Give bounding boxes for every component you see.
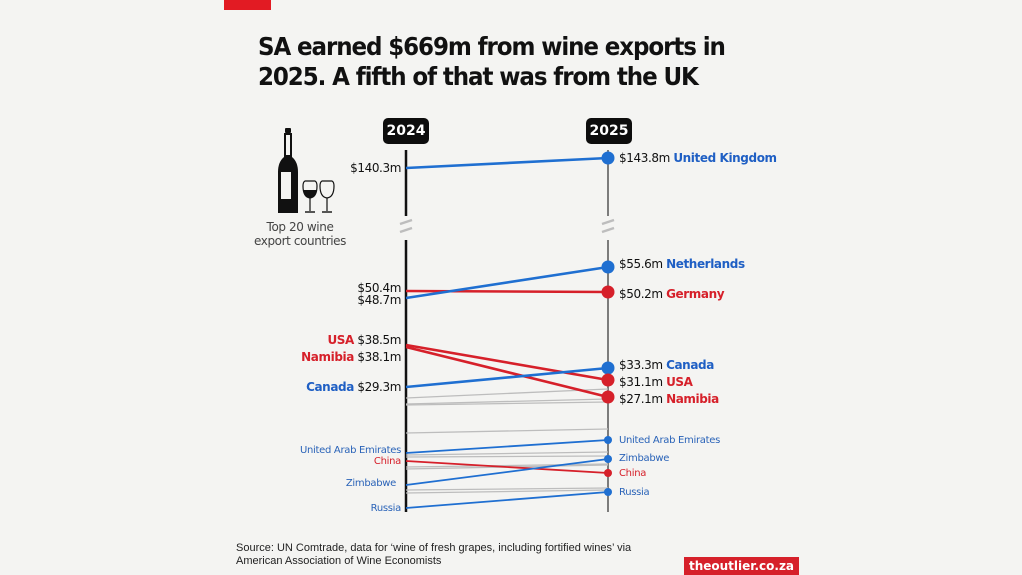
- canada-name: Canada: [306, 380, 354, 394]
- label-uk-2024: $140.3m: [350, 161, 401, 175]
- source-note: Source: UN Comtrade, data for ‘wine of f…: [236, 542, 631, 568]
- line-canada: [405, 366, 609, 389]
- year-label-2025: 2025: [586, 118, 632, 144]
- label-usa-2024: USA $38.5m: [327, 333, 401, 347]
- uk-value-2025: $143.8m: [619, 151, 670, 165]
- label-uae-2024: United Arab Emirates: [299, 445, 401, 456]
- canada-value-2024: $29.3m: [357, 380, 401, 394]
- namibia-name: Namibia: [301, 350, 354, 364]
- canada-value-2025: $33.3m: [619, 358, 663, 372]
- namibia-value-2024: $38.1m: [357, 350, 401, 364]
- dot-namibia: [601, 390, 615, 404]
- line-china: [405, 460, 609, 474]
- usa-value-2025: $31.1m: [619, 375, 663, 389]
- label-china-2024: China: [373, 456, 401, 467]
- dot-canada: [601, 361, 615, 375]
- label-canada-2024: Canada $29.3m: [306, 380, 401, 394]
- dot-usa: [601, 373, 615, 387]
- line-usa: [405, 343, 609, 382]
- year-label-2024: 2024: [383, 118, 429, 144]
- label-china-2025: China: [619, 468, 647, 479]
- line-uae: [405, 439, 609, 454]
- dot-united-kingdom: [601, 151, 615, 165]
- germany-name: Germany: [666, 287, 725, 301]
- dot-zimbabwe: [604, 455, 612, 463]
- label-netherlands-2024: $48.7m: [357, 293, 401, 307]
- label-russia-2025: Russia: [619, 487, 650, 498]
- netherlands-name: Netherlands: [666, 257, 745, 271]
- wine-bottle-and-glasses-icon: [278, 128, 335, 213]
- line-russia: [405, 491, 609, 509]
- label-zimbabwe-2024: Zimbabwe: [345, 478, 396, 489]
- line-namibia: [405, 345, 609, 399]
- label-netherlands-2025: $55.6m Netherlands: [619, 257, 745, 271]
- germany-value-2025: $50.2m: [619, 287, 663, 301]
- namibia-name-2025: Namibia: [666, 392, 719, 406]
- label-namibia-2024: Namibia $38.1m: [301, 350, 401, 364]
- brand-accent-bar: [224, 0, 271, 10]
- label-namibia-2025: $27.1m Namibia: [619, 392, 719, 406]
- axis-break-icon: [399, 218, 615, 234]
- site-badge-link[interactable]: theoutlier.co.za: [684, 557, 799, 575]
- label-russia-2024: Russia: [370, 503, 402, 514]
- uk-name: United Kingdom: [673, 151, 777, 165]
- label-uk-2025: $143.8m United Kingdom: [619, 151, 777, 165]
- usa-name: USA: [327, 333, 354, 347]
- label-canada-2025: $33.3m Canada: [619, 358, 714, 372]
- dot-germany: [601, 285, 615, 299]
- line-united-kingdom: [405, 156, 609, 170]
- source-line-2: American Association of Wine Economists: [236, 555, 442, 567]
- dot-netherlands: [601, 260, 615, 274]
- line-zimbabwe: [405, 458, 609, 486]
- line-germany: [405, 289, 609, 294]
- dot-russia: [604, 488, 612, 496]
- legend-caption-line1: Top 20 wine: [266, 220, 334, 234]
- chart-title: SA earned $669m from wine exports in 202…: [258, 32, 726, 91]
- usa-name-2025: USA: [666, 375, 693, 389]
- usa-value-2024: $38.5m: [357, 333, 401, 347]
- legend-caption: Top 20 wine export countries: [240, 220, 360, 248]
- dot-china: [604, 469, 612, 477]
- netherlands-value-2025: $55.6m: [619, 257, 663, 271]
- label-zimbabwe-2025: Zimbabwe: [619, 453, 670, 464]
- label-germany-2025: $50.2m Germany: [619, 287, 725, 301]
- legend-caption-line2: export countries: [253, 234, 347, 248]
- label-uae-2025: United Arab Emirates: [619, 435, 721, 446]
- label-usa-2025: $31.1m USA: [619, 375, 693, 389]
- source-line-1: Source: UN Comtrade, data for ‘wine of f…: [236, 542, 632, 554]
- canada-name-2025: Canada: [666, 358, 714, 372]
- namibia-value-2025: $27.1m: [619, 392, 663, 406]
- line-netherlands: [405, 265, 609, 300]
- label-germany-2024: $50.4m: [357, 281, 401, 295]
- other-country-lines: [405, 388, 609, 494]
- dot-uae: [604, 436, 612, 444]
